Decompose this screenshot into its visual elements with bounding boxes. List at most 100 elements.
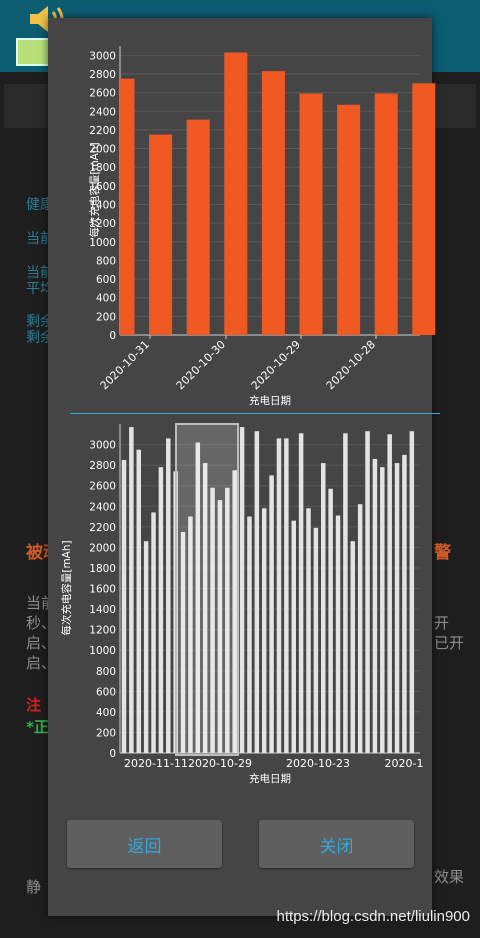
chart-bar xyxy=(269,475,274,753)
y-axis-label: 每次充电容量[mAh] xyxy=(88,142,101,237)
chart-bar xyxy=(299,93,323,335)
y-tick-label: 1800 xyxy=(89,563,116,575)
y-tick-label: 2200 xyxy=(89,125,116,137)
bg-label: 当前 xyxy=(26,265,54,281)
y-tick-label: 2200 xyxy=(89,522,116,534)
x-tick-label: 2020-10-23 xyxy=(286,757,350,770)
chart-bar xyxy=(350,541,356,753)
chart-bar xyxy=(224,52,248,335)
bg-label: 平均 xyxy=(26,281,54,297)
chart-bar xyxy=(120,78,135,336)
bg-note: 注 xyxy=(26,696,42,714)
bg-text-right: 效果 xyxy=(434,868,465,886)
chart-bar xyxy=(151,512,156,753)
x-tick-label: 2020-10-28 xyxy=(324,338,378,392)
chart-bar xyxy=(225,487,230,753)
chart-bar xyxy=(380,467,385,753)
bg-note-green: *正 xyxy=(26,718,49,736)
y-tick-label: 200 xyxy=(96,311,116,323)
bg-tab-left xyxy=(4,84,48,128)
y-tick-label: 1600 xyxy=(89,181,116,193)
x-tick-label: 2020-10-29 xyxy=(188,757,252,770)
bg-text: 静 xyxy=(26,878,42,896)
y-tick-label: 2800 xyxy=(89,69,116,81)
chart-divider xyxy=(70,413,440,414)
chart-bar xyxy=(136,449,142,753)
chart-bar xyxy=(284,438,289,753)
chart-bar xyxy=(210,487,215,753)
y-tick-label: 1200 xyxy=(89,218,116,230)
y-axis-label: 每次充电容量[mAh] xyxy=(60,540,73,635)
chart-bar xyxy=(239,427,245,753)
y-tick-label: 1400 xyxy=(89,604,116,616)
y-tick-label: 1400 xyxy=(89,199,116,211)
bg-text-right: 已开 xyxy=(434,634,465,652)
close-button[interactable]: 关闭 xyxy=(259,820,414,868)
viewport-highlight xyxy=(175,423,239,756)
y-tick-label: 0 xyxy=(109,330,116,342)
chart-bar xyxy=(335,515,341,753)
y-tick-label: 400 xyxy=(96,707,116,719)
bg-section-title-right: 警 xyxy=(434,543,451,563)
chart-bar xyxy=(328,488,333,753)
chart-bar xyxy=(291,520,296,753)
bg-tab-right xyxy=(432,84,476,128)
y-tick-label: 3000 xyxy=(89,440,116,452)
chart-bar xyxy=(394,463,400,753)
bg-label: 剩余 xyxy=(26,314,54,330)
chart-bar xyxy=(402,454,407,753)
chart-bar xyxy=(188,516,193,753)
chart-bar xyxy=(158,467,164,753)
bg-label: 当前 xyxy=(26,231,54,247)
chart-bar xyxy=(232,470,237,753)
bg-text-right: 开 xyxy=(434,614,450,632)
chart-bar xyxy=(166,438,171,753)
y-tick-label: 1200 xyxy=(89,625,116,637)
y-tick-label: 200 xyxy=(96,727,116,739)
chart-bar xyxy=(261,508,267,753)
y-tick-label: 2400 xyxy=(89,106,116,118)
chart-bar xyxy=(409,431,415,753)
y-tick-label: 1800 xyxy=(89,162,116,174)
chart-bar xyxy=(195,442,201,753)
y-tick-label: 2400 xyxy=(89,501,116,513)
y-tick-label: 2000 xyxy=(89,144,116,156)
chart-bar xyxy=(254,431,260,753)
y-tick-label: 1000 xyxy=(89,645,116,657)
app-logo-icon xyxy=(16,38,50,66)
y-tick-label: 2800 xyxy=(89,460,116,472)
chart-bar xyxy=(202,463,208,753)
chart-bar xyxy=(247,516,252,753)
x-tick-label: 2020-1 xyxy=(385,757,424,770)
x-tick-label: 2020-10-30 xyxy=(174,338,228,392)
chart-bar xyxy=(343,433,348,753)
chart-bar xyxy=(143,541,149,753)
y-tick-label: 3000 xyxy=(89,50,116,62)
back-button[interactable]: 返回 xyxy=(67,820,222,868)
y-tick-label: 800 xyxy=(96,255,116,267)
chart-bar xyxy=(412,83,436,336)
chart-bar xyxy=(387,434,392,753)
chart-bar xyxy=(149,134,173,335)
chart-bar xyxy=(217,500,223,753)
chart-bar xyxy=(180,531,186,753)
x-tick-label: 2020-10-29 xyxy=(249,338,303,392)
x-tick-label: 2020-11-11 xyxy=(124,757,188,770)
x-tick-label: 2020-10-31 xyxy=(98,338,152,392)
bg-label: 健康 xyxy=(26,197,54,213)
chart-bar xyxy=(365,431,370,753)
chart-bar xyxy=(374,93,398,335)
y-tick-label: 600 xyxy=(96,274,116,286)
chart-bar xyxy=(321,463,326,753)
chart-bar xyxy=(261,71,285,336)
chart-bar xyxy=(372,458,378,753)
watermark: https://blog.csdn.net/liulin900 xyxy=(276,908,470,925)
y-tick-label: 400 xyxy=(96,293,116,305)
y-tick-label: 2000 xyxy=(89,542,116,554)
chart-bar xyxy=(121,459,127,753)
chart-bar xyxy=(313,527,319,753)
y-tick-label: 800 xyxy=(96,666,116,678)
x-axis-label: 充电日期 xyxy=(249,772,291,785)
y-tick-label: 2600 xyxy=(89,481,116,493)
